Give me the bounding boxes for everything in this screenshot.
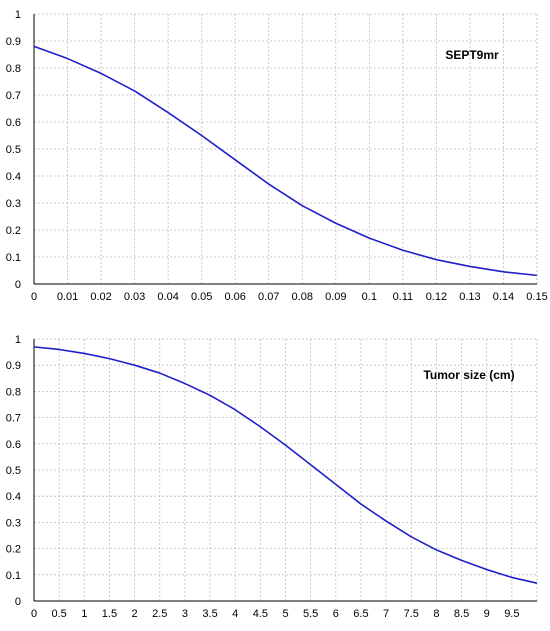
- chart-panel-2: 0 0.5 1 1.5 2 2.5 3 3.5 4 4.5 5 5.5 6 6.5 7 7.5 8 8.5 9 9.5…: [6, 334, 538, 620]
- chart-annotation: Tumor size (cm): [423, 368, 514, 382]
- x-tick-label: 9: [484, 608, 490, 620]
- x-tick-label: 1: [81, 608, 87, 620]
- y-tick-label: 0.8: [6, 63, 21, 75]
- series-line: [33, 45, 538, 277]
- x-tick-label: 4: [232, 608, 238, 620]
- x-tick-label: 1.5: [102, 608, 117, 620]
- y-tick-label: 0.6: [6, 439, 21, 451]
- y-tick-label: 0: [15, 596, 21, 608]
- x-tick-label: 8: [433, 608, 439, 620]
- x-tick-label: 5: [282, 608, 288, 620]
- y-tick-label: 0.4: [6, 491, 21, 503]
- y-tick-label: 0.9: [6, 360, 21, 372]
- x-tick-label: 0.05: [191, 291, 212, 303]
- y-tick-label: 0.7: [6, 413, 21, 425]
- x-tick-label: 0.09: [325, 291, 346, 303]
- x-tick-label: 9.5: [504, 608, 519, 620]
- x-tick-label: 0: [31, 608, 37, 620]
- x-tick-label: 4.5: [253, 608, 268, 620]
- series-line: [33, 346, 538, 584]
- y-tick-label: 0.4: [6, 171, 21, 183]
- x-tick-label: 2.5: [152, 608, 167, 620]
- y-tick-label: 0.1: [6, 252, 21, 264]
- y-tick-label: 0.7: [6, 90, 21, 102]
- x-tick-label: 0.06: [224, 291, 245, 303]
- x-tick-label: 0.14: [493, 291, 514, 303]
- x-tick-label: 0.1: [362, 291, 377, 303]
- x-tick-label: 6.5: [353, 608, 368, 620]
- x-tick-label: 7: [383, 608, 389, 620]
- x-tick-label: 3.5: [202, 608, 217, 620]
- chart-annotation: SEPT9mr: [445, 48, 499, 62]
- x-tick-label: 0: [31, 291, 37, 303]
- y-tick-label: 0.2: [6, 544, 21, 556]
- x-tick-label: 0.15: [526, 291, 547, 303]
- x-tick-label: 0.07: [258, 291, 279, 303]
- x-tick-label: 0.08: [292, 291, 313, 303]
- x-tick-label: 2: [132, 608, 138, 620]
- y-tick-label: 0.5: [6, 144, 21, 156]
- y-tick-label: 0.9: [6, 36, 21, 48]
- x-tick-label: 0.02: [90, 291, 111, 303]
- y-tick-label: 1: [15, 9, 21, 21]
- y-tick-label: 0.6: [6, 117, 21, 129]
- x-tick-label: 7.5: [404, 608, 419, 620]
- y-tick-label: 1: [15, 334, 21, 346]
- x-tick-label: 3: [182, 608, 188, 620]
- x-tick-label: 0.12: [426, 291, 447, 303]
- y-tick-label: 0: [15, 279, 21, 291]
- y-tick-label: 0.8: [6, 386, 21, 398]
- y-tick-label: 0.3: [6, 198, 21, 210]
- x-tick-label: 5.5: [303, 608, 318, 620]
- x-tick-label: 0.13: [459, 291, 480, 303]
- x-tick-label: 8.5: [454, 608, 469, 620]
- x-tick-label: 0.01: [57, 291, 78, 303]
- x-tick-label: 0.03: [124, 291, 145, 303]
- y-tick-label: 0.5: [6, 465, 21, 477]
- chart-panel-1: 0 0.01 0.02 0.03 0.04 0.05 0.06 0.07 0.08 0.09 0.1…: [6, 9, 548, 303]
- y-tick-label: 0.1: [6, 570, 21, 582]
- y-tick-label: 0.2: [6, 225, 21, 237]
- x-tick-label: 6: [333, 608, 339, 620]
- x-tick-label: 0.11: [393, 291, 414, 303]
- x-tick-label: 0.04: [157, 291, 178, 303]
- x-tick-label: 0.5: [52, 608, 67, 620]
- y-tick-label: 0.3: [6, 517, 21, 529]
